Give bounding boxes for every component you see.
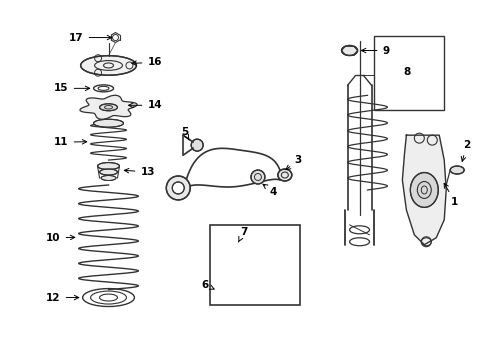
Polygon shape (402, 135, 446, 245)
Text: 14: 14 (128, 100, 162, 110)
Text: 3: 3 (285, 155, 302, 170)
Text: 4: 4 (263, 184, 277, 197)
Polygon shape (80, 95, 137, 119)
Text: 16: 16 (132, 58, 162, 67)
Text: 15: 15 (54, 84, 89, 93)
Text: 8: 8 (403, 67, 410, 77)
Text: 17: 17 (69, 32, 111, 42)
Text: 13: 13 (124, 167, 155, 177)
Circle shape (166, 176, 190, 200)
Text: 5: 5 (181, 127, 189, 140)
Ellipse shape (409, 172, 437, 207)
Text: 2: 2 (460, 140, 469, 161)
Ellipse shape (100, 104, 117, 111)
Ellipse shape (100, 169, 117, 175)
Text: 10: 10 (46, 233, 75, 243)
Ellipse shape (277, 169, 291, 181)
Text: 6: 6 (201, 280, 214, 289)
Circle shape (227, 246, 236, 254)
Circle shape (191, 139, 203, 151)
Text: 11: 11 (54, 137, 86, 147)
Bar (374, 36, 443, 110)
Text: 1: 1 (443, 183, 458, 207)
Circle shape (172, 182, 184, 194)
Ellipse shape (341, 45, 357, 55)
Text: 7: 7 (238, 227, 247, 242)
Text: 12: 12 (46, 293, 79, 302)
Ellipse shape (101, 176, 116, 180)
Ellipse shape (81, 56, 136, 75)
Text: 9: 9 (361, 45, 389, 55)
Bar (210, 225, 299, 305)
Ellipse shape (93, 119, 123, 127)
Circle shape (250, 170, 264, 184)
Ellipse shape (449, 166, 463, 174)
Ellipse shape (98, 163, 119, 170)
